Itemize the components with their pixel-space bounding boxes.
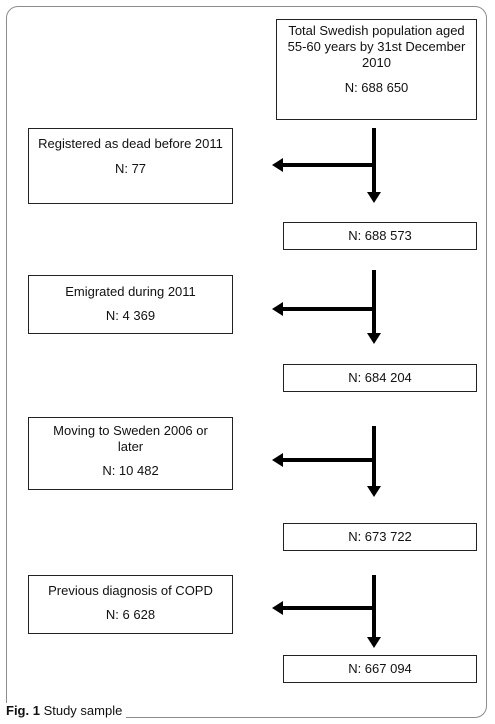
final-sample-box: N: 667 094 [283,655,477,683]
after-immigration-box: N: 673 722 [283,523,477,551]
exclusion-emigrated-count: N: 4 369 [105,308,156,323]
figure-caption-text: Study sample [39,703,123,718]
total-population-label: Total Swedish population aged 55-60 year… [287,23,466,70]
figure-number: Fig. 1 [6,703,40,718]
final-sample-count: N: 667 094 [348,661,412,676]
figure-caption: Fig. 1 Study sample [6,703,127,718]
after-deaths-box: N: 688 573 [283,222,477,250]
flow-arrow-1 [272,128,381,203]
total-population-count: N: 688 650 [344,80,409,95]
exclusion-dead-box: Registered as dead before 2011 N: 77 [28,128,233,204]
exclusion-copd-label: Previous diagnosis of COPD [48,583,213,598]
after-deaths-count: N: 688 573 [348,228,412,243]
after-emigration-box: N: 684 204 [283,364,477,392]
exclusion-copd-box: Previous diagnosis of COPD N: 6 628 [28,575,233,634]
exclusion-copd-count: N: 6 628 [105,607,156,622]
after-immigration-count: N: 673 722 [348,529,412,544]
flow-arrow-3 [272,426,381,497]
exclusion-emigrated-box: Emigrated during 2011 N: 4 369 [28,275,233,334]
after-emigration-count: N: 684 204 [348,370,412,385]
exclusion-immigration-box: Moving to Sweden 2006 or later N: 10 482 [28,417,233,490]
exclusion-dead-label: Registered as dead before 2011 [38,136,223,151]
total-population-box: Total Swedish population aged 55-60 year… [276,19,477,120]
exclusion-immigration-count: N: 10 482 [102,463,159,478]
exclusion-immigration-label: Moving to Sweden 2006 or later [53,423,208,454]
figure-frame [6,6,487,718]
exclusion-dead-count: N: 77 [114,161,147,176]
flow-arrow-4 [272,575,381,648]
exclusion-emigrated-label: Emigrated during 2011 [65,284,196,299]
flow-arrow-2 [272,270,381,344]
